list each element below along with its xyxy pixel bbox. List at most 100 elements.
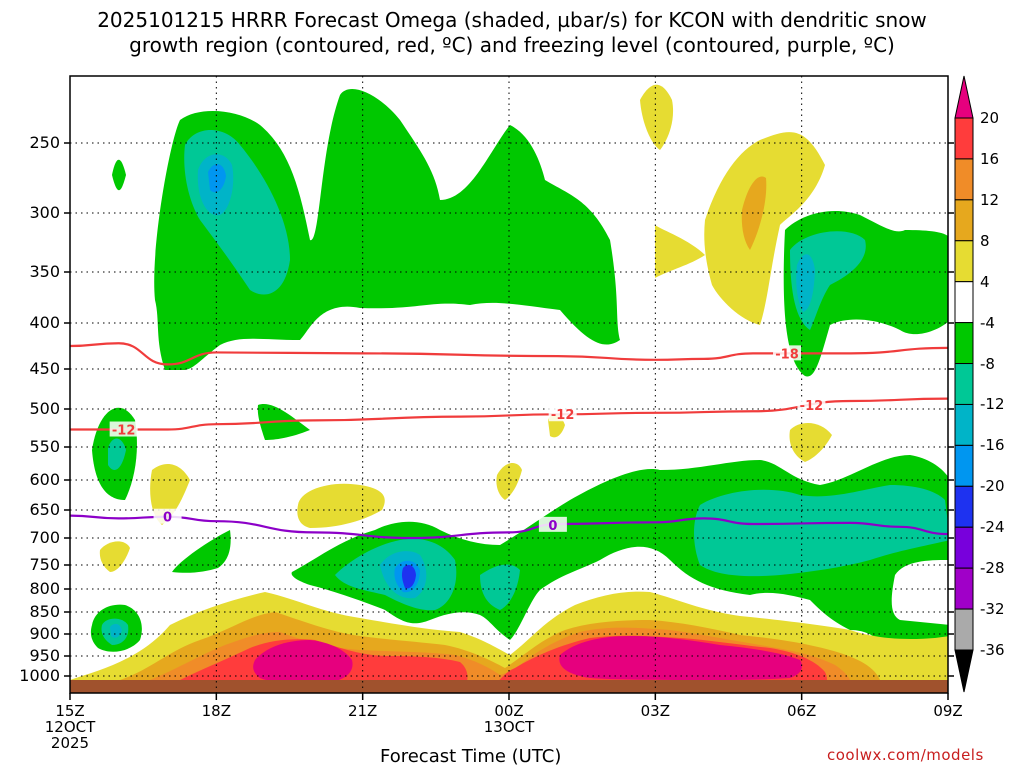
- y-tick-label-550: 550: [29, 437, 60, 456]
- contour-label-bg: [548, 406, 577, 422]
- omega-shading: [70, 84, 948, 693]
- x-tick-label-line-1: 13OCT: [483, 718, 535, 736]
- colorbar-label: 8: [980, 231, 990, 250]
- colorbar-label: -8: [980, 354, 995, 373]
- colorbar-label: -24: [980, 518, 1005, 537]
- contour-label-0: -18: [775, 347, 799, 362]
- contour-label-2: 0: [163, 511, 172, 526]
- y-tick-label-1000: 1000: [19, 666, 60, 685]
- x-tick-label-06Z: 06Z: [762, 703, 842, 719]
- colorbar-label: -4: [980, 313, 995, 332]
- x-tick-label-18Z: 18Z: [176, 703, 256, 719]
- y-tick-label-400: 400: [29, 313, 60, 332]
- colorbar-segment-4: [954, 240, 974, 283]
- colorbar-segment-12: [954, 567, 974, 610]
- y-tick-label-950: 950: [29, 646, 60, 665]
- omega-upper-yellow-b: [655, 225, 705, 278]
- x-axis-title: Forecast Time (UTC): [380, 746, 562, 767]
- credit-link[interactable]: coolwx.com/models: [827, 746, 984, 764]
- contours: -18 -12 -12 -12 0 0: [70, 342, 948, 540]
- omega-small-green-a: [112, 159, 126, 191]
- omega-mid-darkblue: [401, 564, 416, 589]
- y-tick-label-450: 450: [29, 359, 60, 378]
- x-tick-label-21Z: 21Z: [323, 703, 403, 719]
- colorbar-segment-2: [954, 158, 974, 201]
- x-tick-label-line-0: 06Z: [786, 702, 817, 720]
- contour-label-2: 0: [548, 519, 557, 534]
- omega-upper-yellow-c: [704, 132, 825, 325]
- y-tick-label-800: 800: [29, 579, 60, 598]
- colorbar-top-triangle: [954, 75, 974, 119]
- omega-low-magenta-a: [253, 640, 353, 684]
- contour-label-1: -12: [112, 424, 136, 439]
- omega-upper-right-cyan: [796, 254, 815, 312]
- colorbar-label: -36: [980, 641, 1005, 659]
- colorbar-label: 16: [980, 149, 1000, 168]
- colorbar-segment-7: [954, 363, 974, 405]
- colorbar-bottom-triangle: [954, 649, 974, 693]
- colorbar-label: 12: [980, 190, 1000, 209]
- colorbar-label: -20: [980, 477, 1005, 496]
- contour-label-bg: [773, 345, 802, 361]
- y-tick-label-850: 850: [29, 602, 60, 621]
- x-tick-label-line-0: 09Z: [933, 702, 963, 720]
- omega-mid-yellow-c: [496, 463, 522, 500]
- colorbar-label: 4: [980, 272, 990, 291]
- omega-mid-yellow-f: [99, 541, 130, 572]
- x-tick-label-line-2: 2025: [50, 734, 90, 752]
- x-tick-label-09Z: 09Z: [908, 703, 988, 719]
- omega-low-cyan: [110, 623, 122, 638]
- x-tick-label-line-0: 21Z: [347, 702, 378, 720]
- y-tick-label-250: 250: [29, 133, 60, 152]
- colorbar-segment-11: [954, 526, 974, 569]
- colorbar: [954, 75, 974, 693]
- contour-1: [70, 397, 948, 431]
- colorbar-segment-3: [954, 199, 974, 242]
- x-tick-label-line-0: 03Z: [640, 702, 671, 720]
- colorbar-label: -28: [980, 559, 1005, 578]
- y-tick-label-900: 900: [29, 624, 60, 643]
- chart-title: 2025101215 HRRR Forecast Omega (shaded, …: [97, 8, 927, 57]
- y-tick-label-600: 600: [29, 470, 60, 489]
- x-tick-label-line-1: 12OCT: [44, 718, 96, 736]
- contour-2: [70, 514, 948, 540]
- x-tick-label-00Z: 00Z 13OCT: [469, 703, 549, 735]
- contour-label-bg: [797, 397, 826, 413]
- x-tick-label-line-0: 00Z: [494, 702, 524, 720]
- contour-label-bg: [153, 508, 182, 524]
- omega-mid-yellow-e: [789, 423, 832, 462]
- y-tick-label-750: 750: [29, 555, 60, 574]
- contour-label-bg: [109, 421, 138, 437]
- colorbar-label: -12: [980, 395, 1005, 414]
- colorbar-segment-5: [954, 281, 974, 324]
- omega-upper-green: [154, 89, 621, 370]
- omega-low-magenta-b: [559, 636, 802, 680]
- omega-upper-blue: [208, 164, 226, 193]
- colorbar-segment-6: [954, 322, 974, 365]
- x-tick-label-03Z: 03Z: [615, 703, 695, 719]
- contour-label-1: -12: [551, 408, 575, 423]
- y-tick-label-500: 500: [29, 399, 60, 418]
- contour-label-bg: [538, 516, 567, 532]
- y-tick-label-350: 350: [29, 262, 60, 281]
- colorbar-segment-8: [954, 403, 974, 446]
- x-tick-label-line-0: 18Z: [201, 702, 232, 720]
- omega-mid-green-c: [172, 530, 231, 573]
- x-tick-label-15Z: 15Z 12OCT 2025: [30, 703, 110, 751]
- omega-upper-orange: [741, 176, 767, 250]
- colorbar-segment-13: [954, 608, 974, 651]
- omega-mid-teal-c: [694, 485, 948, 577]
- colorbar-segment-10: [954, 485, 974, 528]
- y-tick-label-700: 700: [29, 528, 60, 547]
- colorbar-label: 20: [980, 109, 1000, 127]
- colorbar-segment-9: [954, 444, 974, 487]
- contour-label-1: -12: [800, 399, 824, 414]
- colorbar-label: -32: [980, 600, 1005, 619]
- y-tick-label-300: 300: [29, 203, 60, 222]
- axis-ticks: [64, 142, 954, 700]
- colorbar-segment-1: [954, 117, 974, 160]
- omega-upper-yellow-a: [640, 84, 674, 150]
- omega-mid-teal-a: [108, 438, 126, 470]
- y-tick-label-650: 650: [29, 500, 60, 519]
